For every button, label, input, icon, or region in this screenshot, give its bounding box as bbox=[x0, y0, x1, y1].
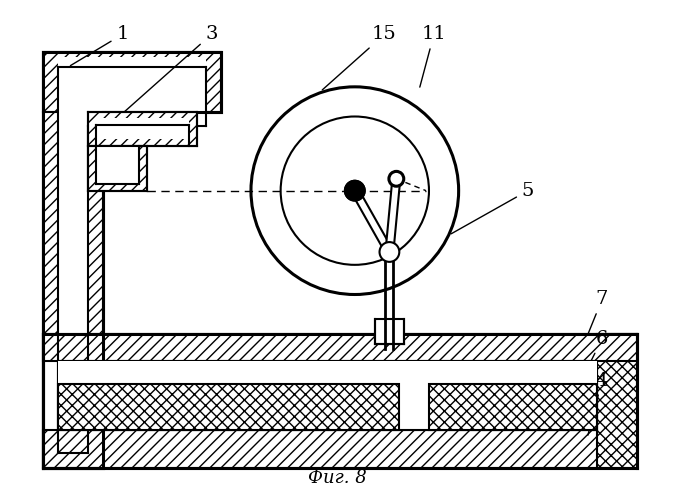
Bar bbox=[58, 384, 400, 430]
Polygon shape bbox=[352, 188, 393, 254]
Circle shape bbox=[345, 181, 364, 201]
Bar bbox=[429, 384, 597, 430]
Bar bbox=[88, 146, 147, 190]
Bar bbox=[96, 146, 139, 184]
Circle shape bbox=[389, 172, 403, 186]
Circle shape bbox=[379, 242, 400, 262]
Polygon shape bbox=[43, 52, 221, 468]
Text: 7: 7 bbox=[588, 290, 608, 334]
Bar bbox=[43, 334, 637, 468]
Bar bbox=[43, 52, 221, 112]
Text: 15: 15 bbox=[322, 26, 397, 90]
Circle shape bbox=[281, 116, 429, 265]
Polygon shape bbox=[385, 178, 400, 252]
Bar bbox=[43, 430, 637, 468]
Bar bbox=[375, 319, 404, 344]
Bar bbox=[58, 361, 597, 430]
Bar bbox=[43, 334, 637, 361]
Bar bbox=[88, 112, 196, 146]
Text: 4: 4 bbox=[588, 372, 608, 435]
Text: 5: 5 bbox=[451, 182, 534, 234]
Bar bbox=[96, 118, 189, 139]
Text: 3: 3 bbox=[124, 26, 217, 112]
Bar bbox=[43, 112, 103, 468]
Circle shape bbox=[388, 171, 404, 186]
Polygon shape bbox=[58, 67, 207, 452]
Bar bbox=[58, 361, 597, 384]
Circle shape bbox=[251, 87, 458, 294]
Bar bbox=[58, 126, 88, 452]
Text: 1: 1 bbox=[70, 26, 129, 66]
Bar bbox=[597, 334, 637, 468]
Bar bbox=[58, 57, 207, 106]
Circle shape bbox=[345, 181, 364, 201]
Text: 6: 6 bbox=[589, 330, 608, 366]
Text: Фиг. 8: Фиг. 8 bbox=[308, 470, 367, 488]
Text: 11: 11 bbox=[420, 26, 446, 87]
